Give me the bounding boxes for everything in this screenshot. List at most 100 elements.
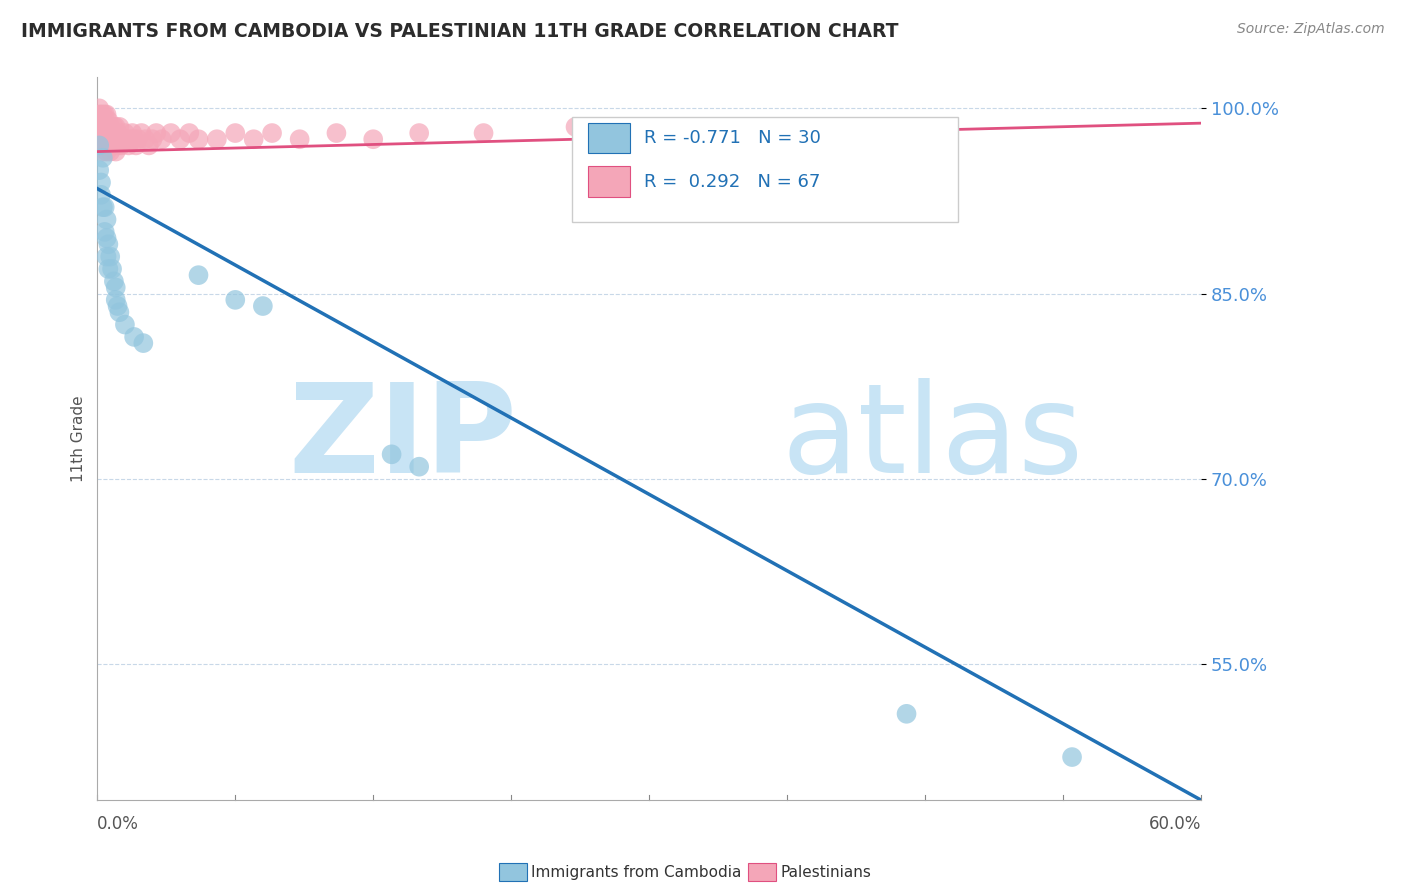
Text: R =  0.292   N = 67: R = 0.292 N = 67: [644, 172, 820, 191]
Point: [122, 132, 145, 146]
Text: R = -0.771   N = 30: R = -0.771 N = 30: [644, 129, 821, 147]
Point: [91, 113, 114, 128]
Point: [89, 163, 111, 178]
Point: [361, 132, 384, 146]
Point: [325, 126, 347, 140]
Point: [96, 250, 118, 264]
Point: [96, 107, 118, 121]
Point: [127, 132, 149, 146]
Point: [91, 132, 114, 146]
Point: [115, 132, 138, 146]
Point: [107, 126, 129, 140]
Point: [169, 132, 191, 146]
Point: [103, 120, 125, 134]
Point: [91, 107, 114, 121]
Point: [108, 120, 131, 134]
Point: [107, 299, 129, 313]
Text: ZIP: ZIP: [288, 378, 516, 500]
Point: [93, 200, 115, 214]
Point: [896, 706, 918, 721]
Point: [187, 132, 209, 146]
Point: [104, 293, 127, 307]
Point: [93, 225, 115, 239]
Point: [564, 120, 586, 134]
Point: [104, 132, 127, 146]
FancyBboxPatch shape: [572, 117, 957, 222]
Point: [89, 138, 111, 153]
Point: [224, 126, 246, 140]
Point: [90, 132, 112, 146]
Text: IMMIGRANTS FROM CAMBODIA VS PALESTINIAN 11TH GRADE CORRELATION CHART: IMMIGRANTS FROM CAMBODIA VS PALESTINIAN …: [21, 22, 898, 41]
Point: [96, 120, 118, 134]
Point: [91, 145, 114, 159]
Point: [472, 126, 495, 140]
Point: [89, 120, 111, 134]
Point: [90, 120, 112, 134]
Point: [262, 126, 284, 140]
Point: [98, 132, 121, 146]
Point: [96, 132, 118, 146]
Point: [288, 132, 311, 146]
Point: [101, 138, 124, 153]
Point: [125, 138, 148, 153]
Point: [96, 212, 118, 227]
Point: [120, 132, 142, 146]
Point: [97, 262, 120, 277]
Point: [103, 274, 125, 288]
Point: [104, 120, 127, 134]
Text: Immigrants from Cambodia: Immigrants from Cambodia: [531, 865, 742, 880]
Point: [114, 126, 136, 140]
Text: Palestinians: Palestinians: [780, 865, 872, 880]
Text: atlas: atlas: [782, 378, 1084, 500]
Point: [97, 138, 120, 153]
Point: [205, 132, 228, 146]
Point: [93, 120, 115, 134]
Text: 0.0%: 0.0%: [97, 815, 139, 833]
Point: [98, 250, 121, 264]
Point: [103, 132, 125, 146]
Point: [91, 200, 114, 214]
Point: [160, 126, 183, 140]
Point: [104, 280, 127, 294]
Point: [121, 126, 143, 140]
Point: [97, 237, 120, 252]
Point: [90, 176, 112, 190]
Point: [134, 132, 156, 146]
Point: [108, 305, 131, 319]
Point: [408, 459, 430, 474]
Point: [122, 330, 145, 344]
Point: [114, 318, 136, 332]
Point: [675, 120, 697, 134]
Point: [93, 132, 115, 146]
Point: [242, 132, 264, 146]
Text: 60.0%: 60.0%: [1149, 815, 1201, 833]
Point: [150, 132, 173, 146]
Point: [110, 138, 132, 153]
Point: [101, 262, 124, 277]
Point: [131, 126, 153, 140]
Point: [91, 126, 114, 140]
Point: [98, 145, 121, 159]
Point: [97, 113, 120, 128]
Point: [104, 145, 127, 159]
Point: [87, 113, 110, 128]
Point: [381, 447, 404, 461]
Point: [145, 126, 167, 140]
Point: [89, 107, 111, 121]
Point: [112, 132, 135, 146]
Y-axis label: 11th Grade: 11th Grade: [72, 395, 86, 483]
Point: [187, 268, 209, 282]
Point: [107, 138, 129, 153]
Bar: [588, 166, 630, 197]
Point: [93, 107, 115, 121]
Point: [96, 231, 118, 245]
Point: [141, 132, 163, 146]
Point: [90, 187, 112, 202]
Point: [89, 101, 111, 115]
Point: [132, 336, 155, 351]
Point: [252, 299, 274, 313]
Point: [224, 293, 246, 307]
Point: [117, 138, 139, 153]
Point: [98, 120, 121, 134]
Point: [108, 132, 131, 146]
